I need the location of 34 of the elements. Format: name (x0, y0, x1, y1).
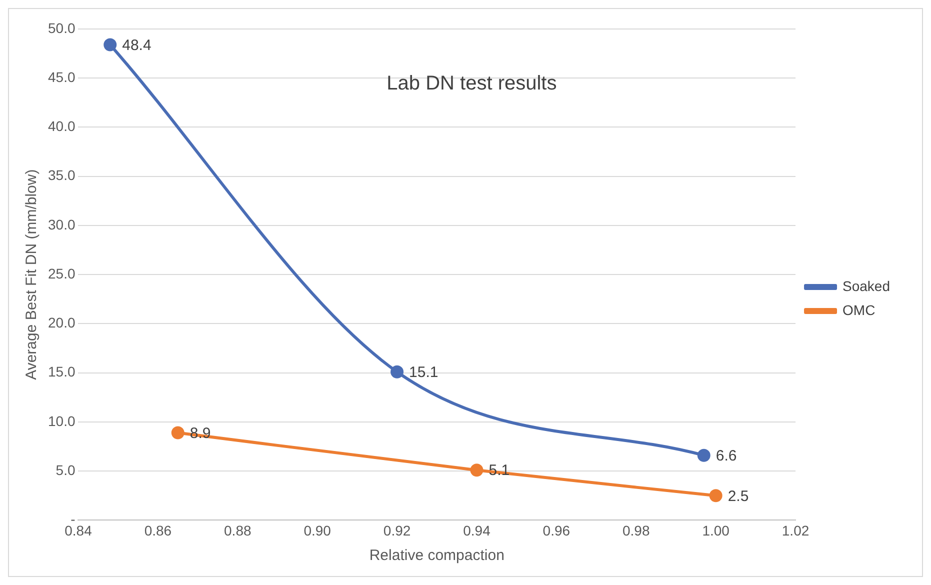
y-tick-label: 40.0 (48, 118, 76, 134)
point (390, 365, 404, 378)
point (709, 489, 722, 502)
x-tick-label: 0.92 (383, 522, 411, 538)
x-tick-label: 0.90 (304, 522, 332, 538)
legend-label: OMC (842, 302, 876, 318)
y-tick-label: 50.0 (48, 20, 76, 36)
y-tick-label: 15.0 (48, 364, 76, 380)
data-label: 6.6 (716, 448, 737, 464)
x-axis-title: Relative compaction (369, 547, 504, 564)
y-tick-label: 20.0 (48, 314, 76, 331)
x-tick-label: 0.94 (463, 522, 491, 538)
x-tick-label: 0.98 (622, 522, 650, 538)
x-tick-label: 1.00 (702, 522, 730, 538)
x-tick-label: 0.96 (542, 522, 570, 538)
text: Lab DN test results (386, 72, 557, 95)
legend-label: Soaked (842, 278, 890, 294)
data-label: 48.4 (122, 36, 152, 54)
y-tick-label: 10.0 (48, 412, 76, 429)
x-tick-label: 0.86 (144, 522, 172, 538)
point (104, 38, 117, 52)
y-tick-label: 35.0 (48, 167, 76, 184)
x-tick-label: 0.88 (224, 522, 252, 538)
point (470, 464, 484, 477)
point (697, 448, 710, 462)
data-label: 15.1 (409, 364, 438, 381)
y-tick-label: 45.0 (48, 68, 76, 85)
y-axis-title: Average Best Fit DN (mm/blow) (23, 169, 40, 380)
y-tick-label: 30.0 (48, 216, 76, 232)
y-tick-label: 25.0 (48, 265, 76, 282)
point (171, 426, 184, 440)
y-tick-label: 5.0 (56, 462, 76, 478)
data-label: 2.5 (728, 488, 749, 505)
x-tick-label: 1.02 (782, 522, 810, 538)
